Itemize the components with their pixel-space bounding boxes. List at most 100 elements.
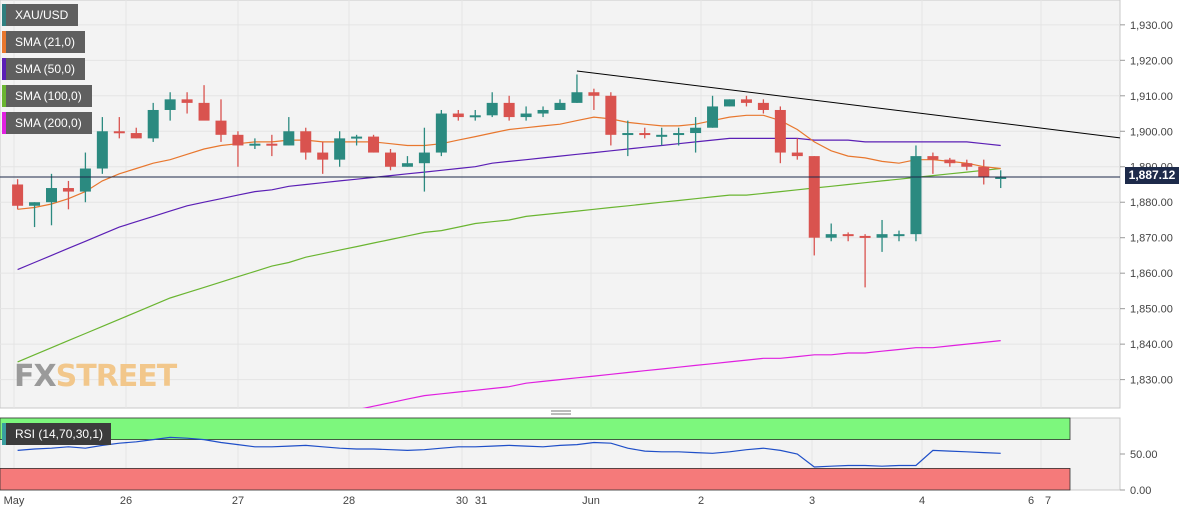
x-tick-label: 2 [698,495,704,507]
candle-body [825,234,837,238]
candle-body [724,99,735,107]
fxstreet-logo: FXSTREET [14,359,178,394]
y-tick-label: 1,900.00 [1130,126,1173,138]
logo-fx: FX [14,359,57,394]
current-price-tag: 1,887.12 [1125,167,1179,184]
candle-body [46,188,57,203]
candle-body [130,133,142,139]
candle-body [859,235,871,238]
candle-body [588,92,600,96]
rsi-tick-label: 50.00 [1130,449,1158,461]
candle-body [978,166,990,178]
candle-body [554,102,566,110]
candle-body [707,106,719,128]
candle-body [351,136,363,139]
candle-body [774,109,786,153]
legend-item-sma200[interactable]: SMA (200,0) [2,112,92,134]
sma100-line [17,167,1001,363]
candle-body [893,234,905,237]
x-tick-label: May [4,495,25,507]
candle-body [215,120,227,135]
candle-body [673,133,685,136]
y-tick-label: 1,930.00 [1130,20,1173,32]
candle-body [12,184,24,206]
x-tick-label: 7 [1045,495,1051,507]
candle-body [368,136,380,153]
candle-body [317,152,329,160]
x-tick-label: 6 [1028,495,1034,507]
legend-item-sma21[interactable]: SMA (21,0) [2,31,86,53]
candle-body [29,202,41,206]
legend-swatch [2,423,6,445]
candle-body [198,102,210,121]
x-tick-label: 31 [475,495,487,507]
candle-body [639,133,651,136]
y-tick-label: 1,840.00 [1130,339,1173,351]
y-tick-label: 1,920.00 [1130,55,1173,67]
candle-body [469,115,481,118]
candle-body [486,102,498,116]
candle-body [385,152,396,167]
rsi-line [17,436,1001,468]
candle-body [79,168,91,192]
candle-body [452,113,464,118]
y-tick-label: 1,910.00 [1130,91,1173,103]
candle-body [181,99,193,103]
candle-body [164,99,176,110]
price-pane-bg [0,0,1121,409]
logo-street: STREET [55,359,178,394]
y-tick-label: 1,870.00 [1130,233,1173,245]
candle-body [740,99,752,103]
candle-body [232,134,244,146]
candle-body [418,152,430,164]
legend-label: SMA (21,0) [15,35,76,49]
legend-item-sma50[interactable]: SMA (50,0) [2,58,86,80]
rsi-legend-label: RSI (14,70,30,1) [15,427,104,441]
trend-line [576,70,1121,139]
x-tick-label: 27 [232,495,244,507]
legend-label: SMA (100,0) [15,89,82,103]
legend-label: SMA (200,0) [15,116,82,130]
legend-item-sma100[interactable]: SMA (100,0) [2,85,92,107]
x-tick-label: 28 [343,495,355,507]
candle-body [435,113,447,153]
legend-item-xauusd[interactable]: XAU/USD [2,4,79,26]
rsi-legend[interactable]: RSI (14,70,30,1) [2,423,112,445]
sma50-line [17,137,1001,271]
candle-body [876,234,888,238]
legend-swatch [2,4,6,26]
candle-body [283,131,295,146]
candle-body [62,188,74,192]
candle-body [622,133,634,136]
rsi-oversold-zone [0,467,1071,491]
candle-body [96,131,108,169]
candle-body [757,102,769,110]
rsi-tick-label: 0.00 [1130,485,1151,497]
candle-body [995,176,1007,179]
y-tick-label: 1,860.00 [1130,268,1173,280]
candle-body [791,152,803,157]
x-tick-label: 3 [809,495,815,507]
candle-body [656,134,668,137]
legend-swatch [2,58,6,80]
y-tick-label: 1,830.00 [1130,375,1173,387]
candle-body [842,234,854,237]
candle-body [334,138,346,160]
legend-label: XAU/USD [15,8,69,22]
x-tick-label: 26 [120,495,132,507]
candle-body [927,156,939,160]
candle-body [690,127,702,134]
candle-body [520,113,532,118]
candle-body [147,109,159,139]
candle-body [961,163,973,167]
candle-body [910,156,922,235]
candle-body [266,143,278,146]
y-tick-label: 1,880.00 [1130,197,1173,209]
candle-body [249,143,261,146]
candle-body [300,131,312,153]
candle-body [503,102,515,118]
rsi-overbought-zone [0,417,1071,441]
legend-swatch [2,31,6,53]
sma21-line [17,114,1001,210]
